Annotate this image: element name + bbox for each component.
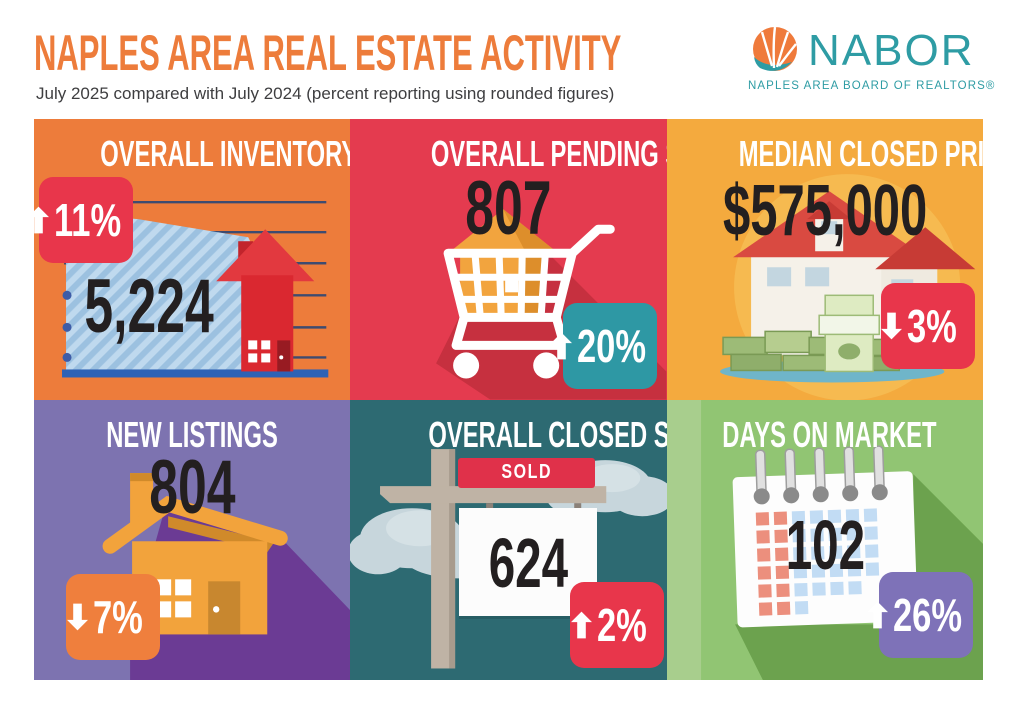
panel-new-listings: NEW LISTINGS 804 7% [34,399,351,680]
panel-title: NEW LISTINGS [106,413,278,455]
panel-title: OVERALL PENDING SALES [431,133,667,174]
nabor-logo: NABOR NAPLES AREA BOARD OF REALTORS® [748,24,996,92]
stat-value: 624 [488,523,569,602]
panel-title: MEDIAN CLOSED PRICE [738,133,983,174]
logo-wordmark: NABOR [808,26,975,75]
panel-median-closed-price: MEDIAN CLOSED PRICE $575,000 3% [666,119,983,400]
panel-overall-pending-sales: OVERALL PENDING SALES 807 20% [350,119,667,400]
change-badge: 26% [866,571,973,658]
change-value: 3% [907,300,958,352]
stats-grid: OVERALL INVENTORY 5,224 11% [34,119,983,680]
change-badge: 7% [66,573,160,660]
panel-days-on-market: DAYS ON MARKET 102 26% [666,399,983,680]
trend-arrow-icon [34,206,50,234]
trend-arrow-icon [66,603,88,631]
orange-house-icon [102,472,351,680]
change-value: 7% [92,590,143,643]
change-value: 2% [597,598,647,651]
sold-plate: SOLD [458,457,596,488]
panel-overall-inventory: OVERALL INVENTORY 5,224 11% [34,119,351,400]
panel-title: OVERALL INVENTORY [100,133,351,174]
sold-sign-icon [350,448,667,668]
trend-arrow-icon [551,332,573,360]
stat-value: $575,000 [722,171,927,251]
change-badge: 20% [551,303,658,389]
change-value: 11% [54,194,122,246]
trend-arrow-icon [881,312,903,340]
stat-value: 5,224 [84,264,214,349]
change-value: 20% [577,320,647,372]
panel-title: DAYS ON MARKET [721,413,937,455]
change-badge: 2% [570,581,665,668]
change-value: 26% [892,588,962,641]
change-badge: 11% [34,177,133,263]
page-subtitle: July 2025 compared with July 2024 (perce… [36,84,615,103]
page-title: NAPLES AREA REAL ESTATE ACTIVITY [34,25,622,81]
stat-value: 804 [149,444,236,530]
logo-tagline: NAPLES AREA BOARD OF REALTORS® [748,80,996,92]
stat-value: 102 [785,505,865,584]
trend-arrow-icon [866,601,888,629]
panel-title: OVERALL CLOSED SALES [428,413,667,455]
change-badge: 3% [880,283,975,369]
stat-value: 807 [465,166,552,251]
trend-arrow-icon [571,611,593,639]
panel-overall-closed-sales: SOLD OVERALL CLOSED SALES 624 2% [350,399,667,680]
shell-icon [748,24,802,78]
